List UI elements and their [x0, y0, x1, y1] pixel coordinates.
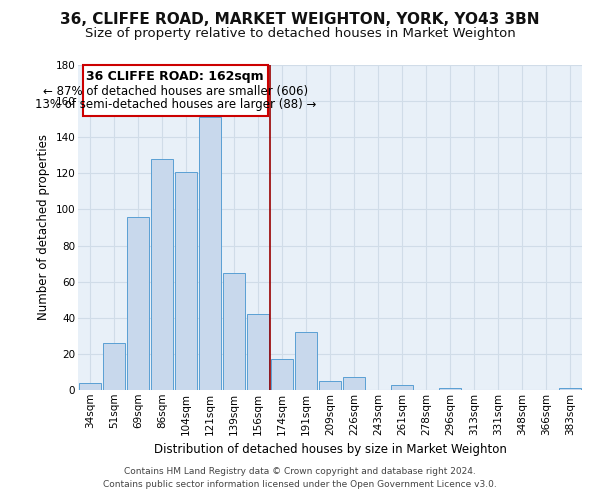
- Text: 13% of semi-detached houses are larger (88) →: 13% of semi-detached houses are larger (…: [35, 98, 316, 112]
- Text: Contains HM Land Registry data © Crown copyright and database right 2024.: Contains HM Land Registry data © Crown c…: [124, 467, 476, 476]
- Bar: [247, 314, 269, 390]
- Bar: [343, 378, 365, 390]
- Bar: [175, 172, 197, 390]
- Text: ← 87% of detached houses are smaller (606): ← 87% of detached houses are smaller (60…: [43, 85, 308, 98]
- Bar: [223, 272, 245, 390]
- Text: Contains public sector information licensed under the Open Government Licence v3: Contains public sector information licen…: [103, 480, 497, 489]
- Y-axis label: Number of detached properties: Number of detached properties: [37, 134, 50, 320]
- Bar: [319, 381, 341, 390]
- Bar: [199, 118, 221, 390]
- X-axis label: Distribution of detached houses by size in Market Weighton: Distribution of detached houses by size …: [154, 443, 506, 456]
- FancyBboxPatch shape: [83, 65, 268, 116]
- Bar: [151, 159, 173, 390]
- Bar: [127, 216, 149, 390]
- Text: 36, CLIFFE ROAD, MARKET WEIGHTON, YORK, YO43 3BN: 36, CLIFFE ROAD, MARKET WEIGHTON, YORK, …: [60, 12, 540, 28]
- Text: 36 CLIFFE ROAD: 162sqm: 36 CLIFFE ROAD: 162sqm: [86, 70, 264, 84]
- Bar: [295, 332, 317, 390]
- Bar: [103, 343, 125, 390]
- Text: Size of property relative to detached houses in Market Weighton: Size of property relative to detached ho…: [85, 28, 515, 40]
- Bar: [439, 388, 461, 390]
- Bar: [79, 383, 101, 390]
- Bar: [559, 388, 581, 390]
- Bar: [271, 360, 293, 390]
- Bar: [391, 384, 413, 390]
